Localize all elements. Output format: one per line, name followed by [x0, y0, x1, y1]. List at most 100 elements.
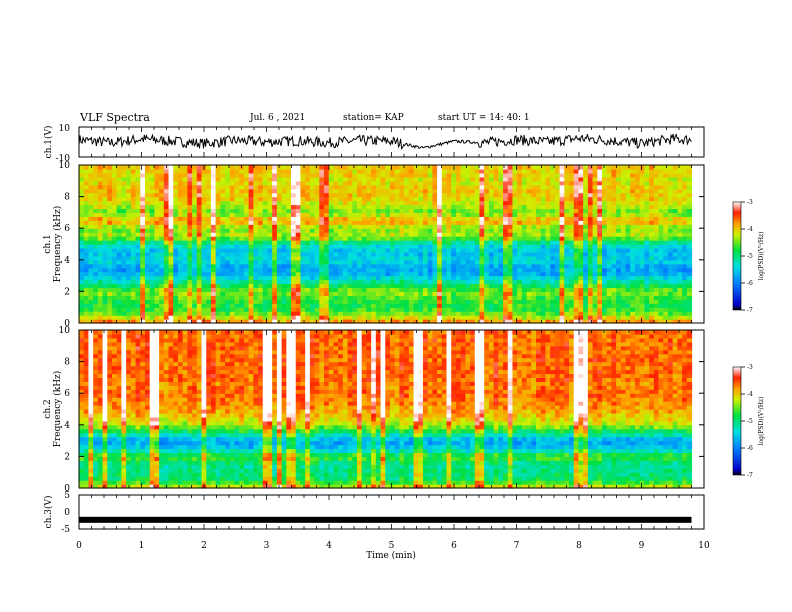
spectrogram-cell: [121, 176, 127, 182]
spectrogram-cell: [531, 244, 537, 249]
spectrogram-cell: [512, 251, 518, 257]
spectrogram-cell: [201, 255, 207, 261]
spectrogram-cell: [507, 200, 514, 206]
spectrogram-cell: [536, 267, 542, 273]
spectrogram-cell: [601, 176, 608, 182]
spectrogram-cell: [667, 307, 674, 312]
spectrogram-cell: [418, 247, 424, 253]
spectrogram-cell: [592, 251, 598, 257]
spectrogram-cell: [338, 192, 344, 198]
spectrogram-cell: [324, 259, 330, 265]
spectrogram-cell: [248, 244, 254, 249]
spectrogram-cell: [625, 220, 631, 225]
spectrogram-cell: [102, 220, 108, 225]
spectrogram-cell: [422, 279, 429, 285]
spectrogram-cell: [455, 188, 462, 194]
spectrogram-cell: [324, 224, 330, 229]
spectrogram-cell: [116, 283, 122, 289]
spectrogram-cell: [583, 196, 589, 202]
spectrogram-cell: [210, 188, 217, 194]
spectrogram-cell: [366, 315, 372, 320]
spectrogram-cell: [149, 259, 155, 265]
spectrogram-cell: [168, 271, 174, 277]
spectrogram-cell: [111, 247, 118, 253]
spectrogram-cell: [93, 267, 99, 273]
spectrogram-cell: [140, 224, 146, 229]
spectrogram-cell: [404, 251, 410, 257]
spectrogram-cell: [517, 251, 523, 257]
spectrogram-cell: [399, 208, 405, 213]
spectrogram-cell: [455, 228, 462, 233]
spectrogram-cell: [385, 271, 391, 277]
spectrogram-cell: [126, 303, 132, 308]
spectrogram-cell: [455, 184, 462, 190]
spectrogram-cell: [206, 168, 212, 174]
spectrogram-cell: [135, 263, 141, 269]
spectrogram-cell: [309, 172, 316, 178]
spectrogram-cell: [649, 212, 655, 217]
spectrogram-cell: [286, 188, 292, 194]
spectrogram-cell: [83, 307, 90, 312]
spectrogram-cell: [272, 208, 278, 213]
spectrogram-cell: [380, 220, 386, 225]
spectrogram-cell: [630, 232, 636, 237]
spectrogram-cell: [630, 291, 636, 296]
spectrogram-cell: [342, 216, 349, 221]
spectrogram-cell: [281, 244, 287, 249]
spectrogram-cell: [569, 220, 575, 225]
spectrogram-cell: [366, 283, 372, 289]
spectrogram-cell: [281, 299, 287, 304]
spectrogram-cell: [366, 224, 372, 229]
spectrogram-cell: [418, 319, 424, 324]
spectrogram-cell: [540, 275, 547, 281]
spectrogram-cell: [272, 251, 278, 257]
spectrogram-cell: [578, 259, 584, 265]
spectrogram-cell: [611, 236, 617, 241]
spectrogram-cell: [380, 247, 386, 253]
spectrogram-cell: [611, 247, 617, 253]
spectrogram-cell: [111, 259, 118, 265]
spectrogram-cell: [380, 216, 386, 221]
spectrogram-cell: [328, 240, 335, 245]
spectrogram-cell: [305, 172, 311, 178]
spectrogram-cell: [677, 240, 683, 245]
spectrogram-cell: [531, 283, 537, 289]
spectrogram-cell: [682, 295, 688, 300]
spectrogram-cell: [356, 216, 363, 221]
spectrogram-cell: [484, 299, 490, 304]
spectrogram-cell: [573, 176, 580, 182]
spectrogram-cell: [276, 232, 283, 237]
spectrogram-cell: [328, 311, 335, 316]
spectrogram-cell: [168, 236, 174, 241]
spectrogram-cell: [479, 247, 485, 253]
spectrogram-cell: [177, 208, 184, 213]
spectrogram-cell: [601, 188, 608, 194]
spectrogram-cell: [564, 216, 570, 221]
spectrogram-cell: [663, 232, 669, 237]
spectrogram-cell: [559, 236, 565, 241]
spectrogram-cell: [536, 287, 542, 292]
spectrogram-cell: [498, 176, 504, 182]
spectrogram-cell: [79, 319, 85, 324]
spectrogram-cell: [220, 200, 226, 206]
spectrogram-cell: [192, 291, 198, 296]
spectrogram-cell: [356, 311, 363, 316]
spectrogram-cell: [135, 307, 141, 312]
spectrogram-cell: [234, 307, 240, 312]
spectrogram-cell: [187, 299, 193, 304]
spectrogram-cell: [196, 232, 203, 237]
spectrogram-cell: [272, 220, 278, 225]
spectrogram-cell: [667, 319, 674, 324]
spectrogram-cell: [634, 251, 641, 257]
spectrogram-cell: [554, 275, 561, 281]
spectrogram-cell: [111, 315, 118, 320]
spectrogram-cell: [135, 232, 141, 237]
spectrogram-cell: [653, 279, 660, 285]
spectrogram-cell: [536, 176, 542, 182]
spectrogram-cell: [248, 279, 254, 285]
spectrogram-cell: [653, 303, 660, 308]
spectrogram-cell: [177, 315, 184, 320]
spectrogram-cell: [93, 180, 99, 186]
spectrogram-cell: [587, 299, 594, 304]
spectrogram-cell: [225, 259, 231, 265]
